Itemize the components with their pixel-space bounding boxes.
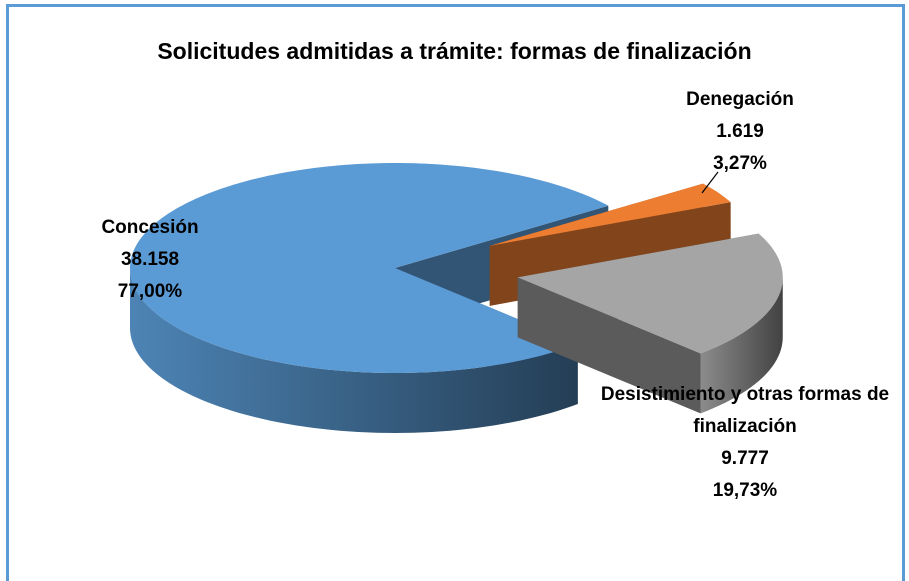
data-label: Concesión 38.158 77,00%: [50, 212, 250, 308]
slice-side: [700, 277, 783, 414]
data-label: Desistimiento y otras formas de finaliza…: [585, 379, 905, 507]
label-value: 9.777: [721, 448, 769, 469]
label-percent: 19,73%: [712, 480, 778, 501]
label-category: Desistimiento y otras formas de finaliza…: [600, 384, 890, 437]
slice: [517, 233, 783, 414]
label-percent: 3,27%: [713, 153, 767, 174]
data-label: Denegación 1.619 3,27%: [660, 84, 820, 180]
pie: [130, 163, 783, 433]
slice-side: [130, 268, 578, 433]
slice-wall: [517, 277, 701, 414]
label-category: Concesión: [101, 217, 199, 238]
slice-top: [130, 163, 609, 373]
label-percent: 77,00%: [117, 281, 183, 302]
leader-line: [701, 171, 719, 194]
label-value: 1.619: [716, 121, 764, 142]
slice-top: [517, 233, 783, 354]
label-value: 38.158: [120, 249, 180, 270]
slice-top: [489, 183, 731, 246]
chart-title: Solicitudes admitidas a trámite: formas …: [157, 38, 752, 64]
label-category: Denegación: [686, 89, 794, 110]
